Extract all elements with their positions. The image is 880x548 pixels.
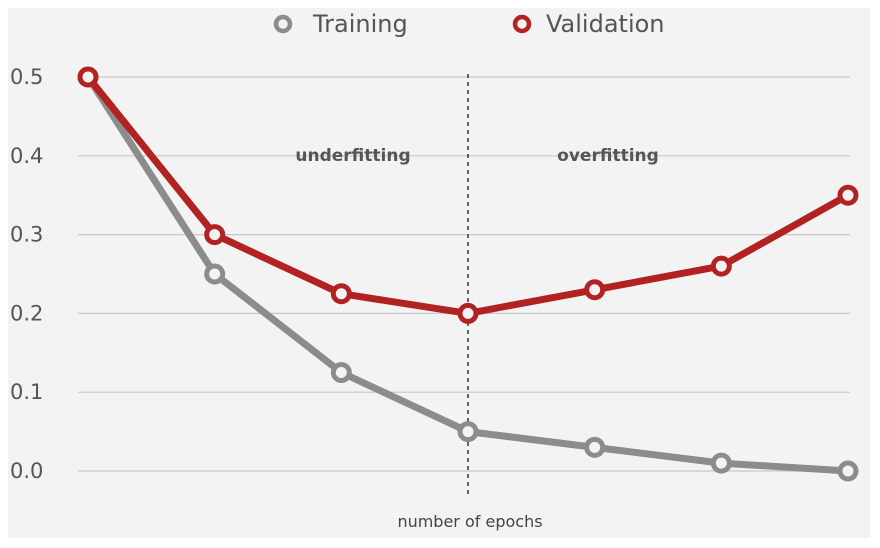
- data-point-training: [204, 263, 226, 285]
- data-point-validation: [77, 66, 99, 88]
- annotation-underfitting: underfitting: [295, 146, 410, 166]
- y-tick-label: 0.1: [10, 380, 43, 404]
- data-point-validation: [837, 184, 859, 206]
- data-point-training: [710, 452, 732, 474]
- legend: Training Validation: [273, 10, 665, 38]
- y-tick-label: 0.0: [10, 459, 43, 483]
- annotation-overfitting: overfitting: [557, 146, 659, 166]
- grid-lines: [78, 76, 850, 472]
- data-point-training: [457, 421, 479, 443]
- y-tick-label: 0.3: [10, 223, 43, 247]
- y-axis-ticks: 0.0 0.1 0.2 0.3 0.4 0.5: [10, 65, 43, 483]
- data-point-validation: [584, 279, 606, 301]
- series-layer: [77, 66, 859, 482]
- y-tick-label: 0.4: [10, 144, 43, 168]
- legend-marker-training: [273, 14, 293, 34]
- legend-marker-validation: [512, 14, 532, 34]
- data-point-training: [330, 362, 352, 383]
- data-point-validation: [330, 283, 352, 305]
- data-point-training: [584, 436, 606, 458]
- legend-label-training: Training: [312, 10, 408, 38]
- y-tick-label: 0.2: [10, 301, 43, 325]
- data-point-validation: [204, 224, 226, 246]
- data-point-validation: [457, 302, 479, 324]
- y-tick-label: 0.5: [10, 65, 43, 89]
- data-point-validation: [710, 255, 732, 277]
- legend-label-validation: Validation: [546, 10, 665, 38]
- x-axis-label: number of epochs: [397, 512, 542, 531]
- data-point-training: [837, 460, 859, 482]
- line-chart: 0.0 0.1 0.2 0.3 0.4 0.5 underfitting overfitt…: [10, 10, 859, 531]
- chart-frame: 0.0 0.1 0.2 0.3 0.4 0.5 underfitting overfitt…: [8, 8, 870, 538]
